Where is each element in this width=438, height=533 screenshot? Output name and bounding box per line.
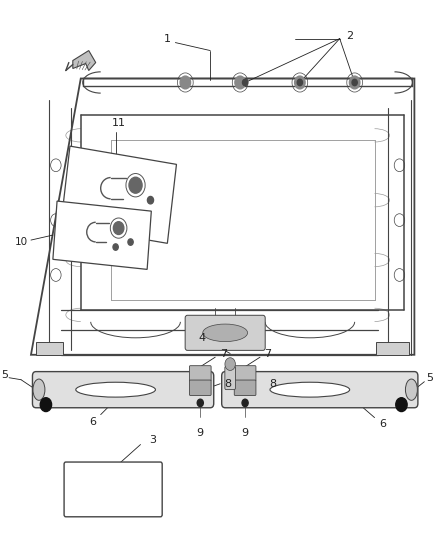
Bar <box>67 468 159 473</box>
FancyBboxPatch shape <box>234 366 256 381</box>
Circle shape <box>180 76 191 89</box>
Text: 4: 4 <box>199 333 206 343</box>
Text: 6: 6 <box>379 418 386 429</box>
Text: 9: 9 <box>241 428 249 438</box>
Circle shape <box>242 399 248 407</box>
Text: 7: 7 <box>219 349 227 359</box>
Ellipse shape <box>406 379 417 400</box>
Circle shape <box>197 399 203 407</box>
Polygon shape <box>73 51 96 70</box>
Text: 11: 11 <box>112 118 126 128</box>
Circle shape <box>295 76 305 89</box>
Circle shape <box>235 76 245 89</box>
Circle shape <box>225 358 235 370</box>
Circle shape <box>129 177 142 193</box>
Text: 1: 1 <box>164 34 171 44</box>
Text: 9: 9 <box>197 428 204 438</box>
FancyBboxPatch shape <box>190 366 211 381</box>
FancyBboxPatch shape <box>222 372 418 408</box>
FancyBboxPatch shape <box>225 366 236 390</box>
Text: 5: 5 <box>426 373 433 383</box>
Text: 5: 5 <box>2 370 9 379</box>
Bar <box>61 146 177 244</box>
Ellipse shape <box>76 382 155 397</box>
Ellipse shape <box>203 324 247 342</box>
Text: 7: 7 <box>265 349 272 359</box>
Polygon shape <box>375 342 410 355</box>
Circle shape <box>352 79 357 86</box>
FancyBboxPatch shape <box>185 316 265 350</box>
Ellipse shape <box>270 382 350 397</box>
Text: 8: 8 <box>225 379 232 389</box>
Circle shape <box>350 76 360 89</box>
Text: 2: 2 <box>346 30 353 41</box>
FancyBboxPatch shape <box>64 462 162 517</box>
Circle shape <box>297 79 303 86</box>
Bar <box>67 497 159 502</box>
Circle shape <box>113 222 124 235</box>
Text: 3: 3 <box>149 434 156 445</box>
Text: 8: 8 <box>269 379 276 389</box>
Circle shape <box>243 79 248 86</box>
Bar <box>67 487 159 492</box>
Circle shape <box>113 244 118 250</box>
FancyBboxPatch shape <box>190 380 211 395</box>
Ellipse shape <box>33 379 45 400</box>
Text: 6: 6 <box>89 417 96 426</box>
FancyBboxPatch shape <box>234 380 256 395</box>
Circle shape <box>40 398 52 411</box>
Polygon shape <box>36 342 63 355</box>
Bar <box>111 140 374 300</box>
Circle shape <box>396 398 407 411</box>
Text: 10: 10 <box>14 237 28 247</box>
Circle shape <box>128 239 133 245</box>
Bar <box>67 478 159 482</box>
Bar <box>53 201 151 269</box>
Circle shape <box>148 197 154 204</box>
Bar <box>67 506 159 511</box>
FancyBboxPatch shape <box>32 372 214 408</box>
